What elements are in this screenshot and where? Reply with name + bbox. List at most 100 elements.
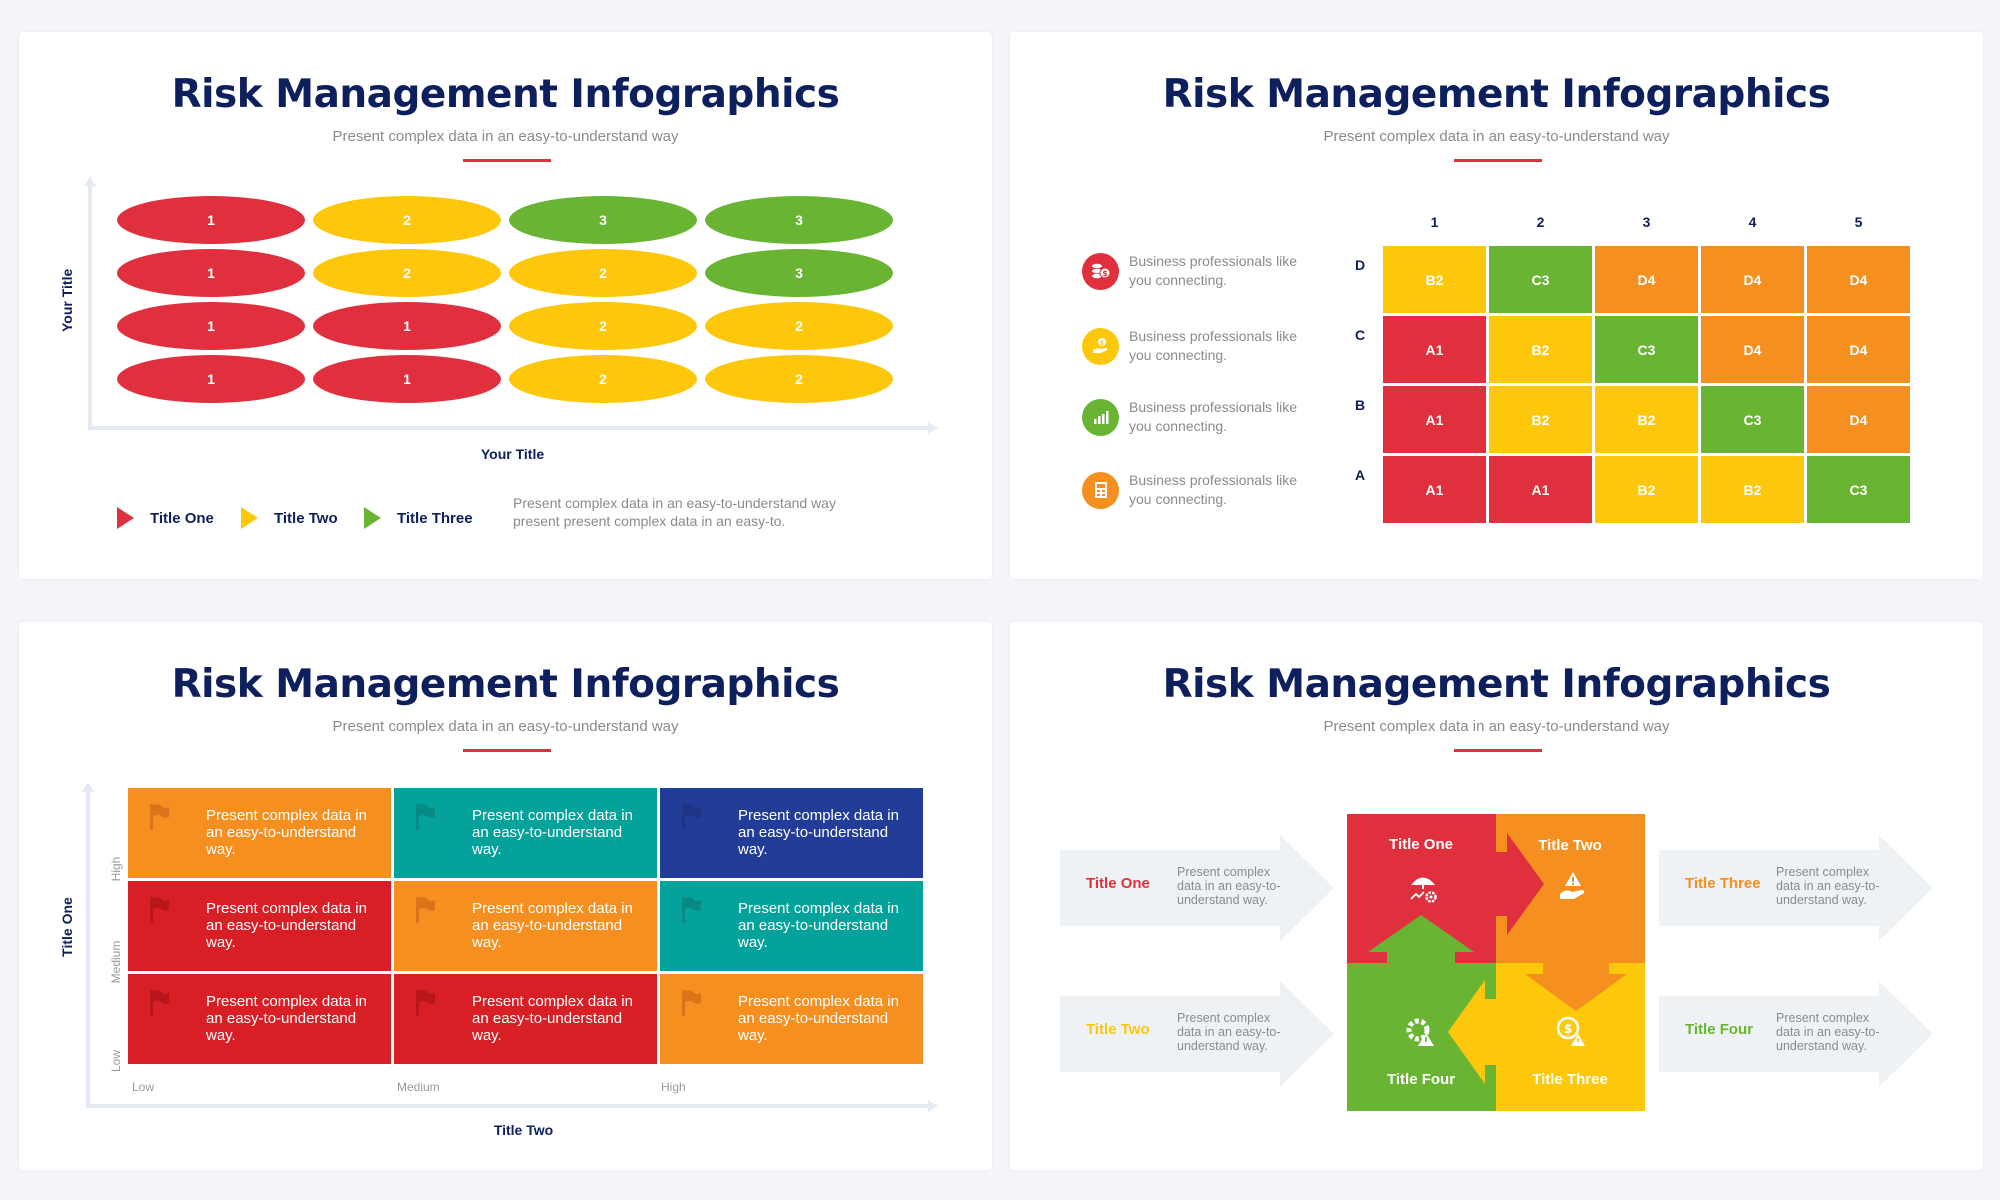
growth-chart-icon [1082,398,1119,436]
flag-icon [682,804,702,835]
coins-dollar-icon: $ [1082,252,1119,290]
heatmap-column-label: 4 [1748,214,1757,230]
flag-icon [416,897,436,928]
side-arrow-description: Present complex data in an easy-to-under… [1776,1011,1880,1053]
heatmap-cell: B2 [1701,456,1804,523]
heatmap-cell: D4 [1807,246,1910,313]
y-tick-high: High [109,856,123,882]
svg-text:$: $ [1102,269,1108,278]
heatmap-cell: D4 [1807,316,1910,383]
legend-item-3: Business professionals like you connecti… [1082,398,1309,436]
x-tick-high: High [661,1080,686,1094]
x-tick-low: Low [132,1080,155,1094]
svg-text:$: $ [1563,1022,1572,1037]
heatmap-cell: B2 [1489,386,1592,453]
panel-subtitle: Present complex data in an easy-to-under… [332,128,679,145]
panel-subtitle: Present complex data in an easy-to-under… [332,718,679,735]
flag-icon [682,897,702,928]
triangle-icon [364,507,381,529]
heatmap-cell: B2 [1595,456,1698,523]
risk-ellipse: 3 [705,196,893,244]
heatmap-column-label: 1 [1430,214,1439,230]
x-axis-line [86,1104,930,1108]
y-axis-arrow [84,176,96,186]
risk-matrix-cell-text: Present complex data in an easy-to-under… [472,993,633,1044]
puzzle-title-3: Title Three [1532,1071,1608,1088]
risk-ellipse: 1 [117,302,305,350]
heatmap-cell: D4 [1595,246,1698,313]
risk-matrix-cell-text: Present complex data in an easy-to-under… [206,993,367,1044]
legend-item-title-two: Title Two [241,507,338,529]
flag-icon [682,990,702,1021]
heatmap-cell: D4 [1701,246,1804,313]
x-tick-medium: Medium [397,1080,440,1094]
side-arrow-2: Title Two Present complex data in an easy… [1060,981,1334,1087]
side-arrow-description: Present complex data in an easy-to-under… [1177,865,1281,907]
panel-title: Risk Management Infographics [171,662,840,707]
heatmap-cell: C3 [1489,246,1592,313]
side-arrow-description: Present complex data in an easy-to-under… [1776,865,1880,907]
risk-matrix-cell: Present complex data in an easy-to-under… [128,881,391,971]
y-tick-medium: Medium [109,940,123,984]
side-arrow-title: Title Two [1086,1021,1150,1038]
heatmap-cell: A1 [1383,456,1486,523]
risk-matrix-cell: Present complex data in an easy-to-under… [660,974,923,1064]
panel-ellipse-matrix: Risk Management Infographics Present com… [19,32,992,579]
hand-warning-icon [1557,870,1589,907]
heatmap-cell: B2 [1489,316,1592,383]
side-arrow-title: Title Four [1685,1021,1754,1038]
puzzle-cycle-graphic [1347,814,1645,1111]
side-arrow-4: Title Four Present complex data in an eas… [1659,981,1933,1087]
title-underline [1454,749,1542,752]
panel-subtitle: Present complex data in an easy-to-under… [1323,718,1670,735]
risk-matrix-cell-text: Present complex data in an easy-to-under… [738,807,899,858]
heatmap-row-label: A [1354,467,1366,483]
triangle-icon [117,507,134,529]
risk-ellipse: 2 [509,302,697,350]
risk-matrix-cell-text: Present complex data in an easy-to-under… [472,900,633,951]
triangle-icon [241,507,258,529]
title-underline [463,749,551,752]
x-axis-title: Title Two [493,1122,554,1138]
y-axis-line [88,184,92,430]
heatmap-cell: D4 [1701,316,1804,383]
risk-ellipse: 1 [117,249,305,297]
legend-item-2: $ Business professionals like you connec… [1082,327,1309,365]
heatmap-cell: A1 [1383,386,1486,453]
heatmap-column-label: 5 [1854,214,1863,230]
risk-ellipse: 2 [509,355,697,403]
risk-ellipse: 1 [313,302,501,350]
risk-matrix-cell-text: Present complex data in an easy-to-under… [738,900,899,951]
risk-ellipse: 3 [509,196,697,244]
flag-icon [150,804,170,835]
risk-matrix-cell: Present complex data in an easy-to-under… [660,788,923,878]
risk-ellipse: 1 [313,355,501,403]
svg-text:$: $ [1099,340,1103,347]
y-tick-low: Low [109,1050,123,1073]
risk-matrix-cell-text: Present complex data in an easy-to-under… [472,807,633,858]
side-arrow-description: Present complex data in an easy-to-under… [1177,1011,1281,1053]
heatmap-cell: A1 [1383,316,1486,383]
risk-ellipse: 2 [313,196,501,244]
heatmap-row-label: C [1354,327,1366,343]
y-axis-title: Title One [59,897,75,957]
y-axis-arrow [82,782,94,792]
heatmap-cell: B2 [1595,386,1698,453]
panel-subtitle: Present complex data in an easy-to-under… [1323,128,1670,145]
legend-item-4: Business professionals like you connecti… [1082,471,1309,509]
risk-matrix-cell-text: Present complex data in an easy-to-under… [206,900,367,951]
risk-matrix-cell: Present complex data in an easy-to-under… [660,881,923,971]
puzzle-title-1: Title One [1389,836,1453,853]
heatmap-cell: C3 [1595,316,1698,383]
hand-dollar-icon: $ [1082,327,1119,365]
panel-letter-heatmap: Risk Management Infographics Present com… [1010,32,1983,579]
legend-item-title-one: Title One [117,507,214,529]
gear-warning-icon [1404,1016,1436,1053]
risk-matrix-cell: Present complex data in an easy-to-under… [128,974,391,1064]
panel-puzzle-cycle: Risk Management Infographics Present com… [1010,622,1983,1170]
risk-ellipse: 2 [313,249,501,297]
risk-matrix-cell: Present complex data in an easy-to-under… [394,881,657,971]
heatmap-column-label: 3 [1642,214,1651,230]
y-axis-line [86,790,90,1108]
flag-icon [150,897,170,928]
